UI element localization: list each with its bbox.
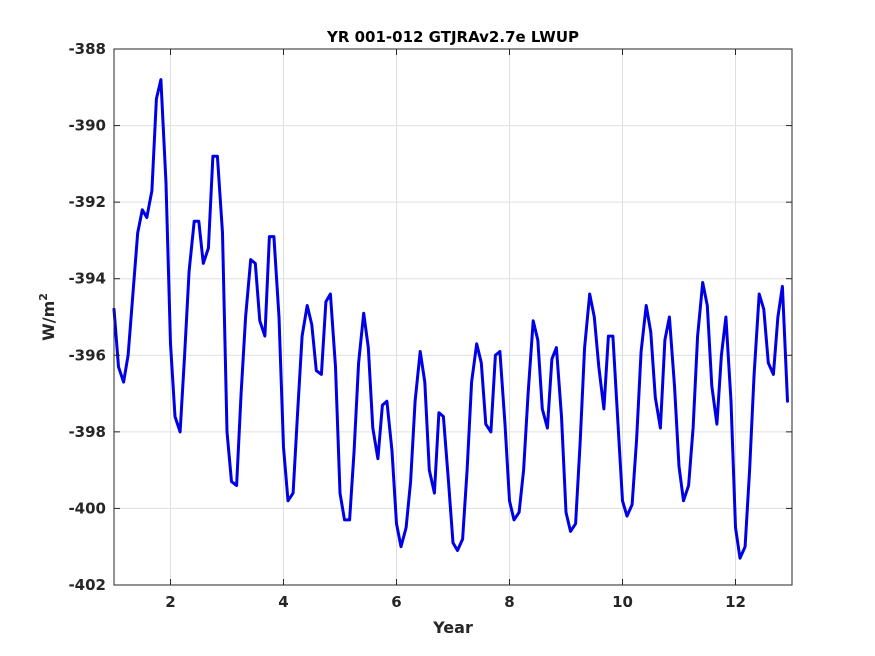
y-tick-label: -392 <box>68 193 106 211</box>
x-tick-label: 2 <box>165 593 175 611</box>
y-tick-label: -390 <box>68 117 106 135</box>
y-tick-label: -400 <box>68 499 106 517</box>
x-tick-label: 10 <box>612 593 633 611</box>
series-line <box>112 78 789 560</box>
y-tick-label: -388 <box>68 40 106 58</box>
y-tick-label: -402 <box>68 576 106 594</box>
x-tick-labels: 2 4 6 8 10 12 <box>165 593 746 611</box>
y-axis-label: W/m2 <box>37 293 58 341</box>
x-tick-label: 8 <box>504 593 514 611</box>
plot-frame <box>113 48 793 586</box>
y-tick-label: -398 <box>68 423 106 441</box>
y-tick-label: -394 <box>68 270 106 288</box>
y-axis-label-base: W/m <box>39 301 58 341</box>
x-tick-label: 6 <box>391 593 401 611</box>
y-tick-labels: -402 -400 -398 -396 -394 -392 -390 -388 <box>68 40 106 594</box>
x-axis-label: Year <box>432 618 473 637</box>
y-axis-label-superscript: 2 <box>37 293 50 301</box>
x-tick-label: 4 <box>278 593 288 611</box>
series-group <box>112 78 789 560</box>
x-tick-label: 12 <box>725 593 746 611</box>
y-tick-label: -396 <box>68 346 106 364</box>
chart-title: YR 001-012 GTJRAv2.7e LWUP <box>326 28 579 46</box>
tick-marks <box>114 48 792 586</box>
